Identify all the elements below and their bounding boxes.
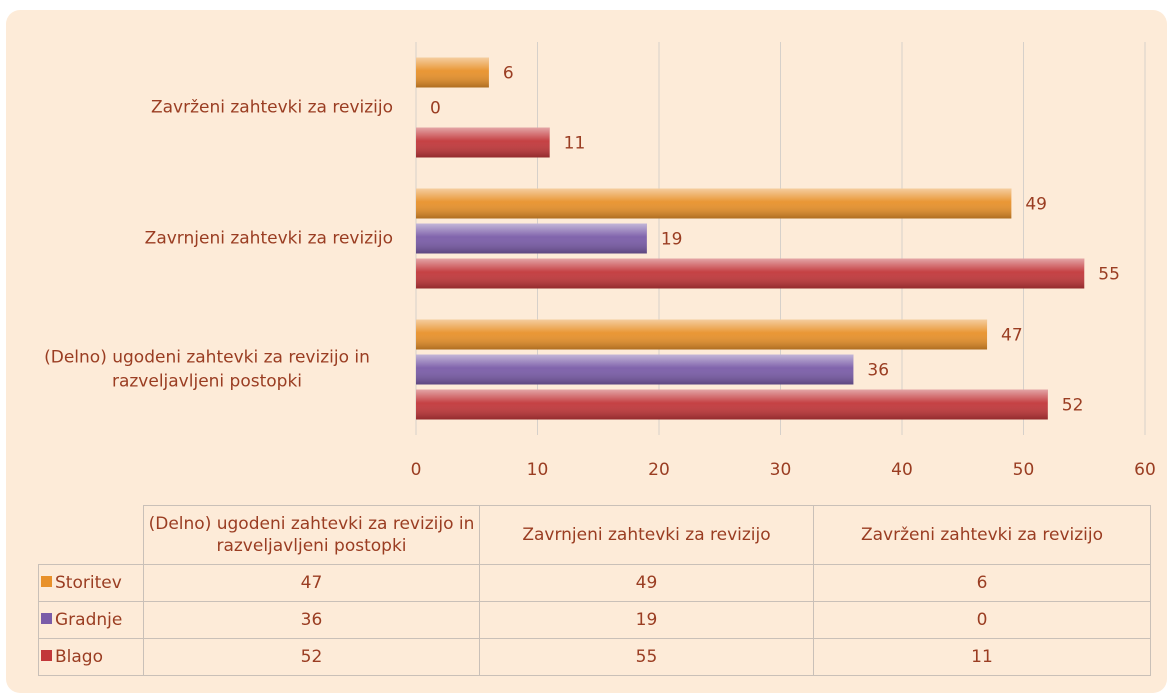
table-row: Storitev 47 49 6	[38, 564, 1151, 602]
category-label: Zavrnjeni zahtevki za revizijo	[145, 229, 393, 249]
table-header-row: (Delno) ugodeni zahtevki za revizijo in …	[38, 505, 1151, 565]
x-tick-label: 20	[648, 460, 670, 480]
bar-shine	[416, 258, 1085, 289]
category-label-line: razveljavljeni postopki	[112, 372, 302, 392]
bar-shine	[416, 389, 1048, 420]
x-tick-label: 40	[891, 460, 913, 480]
value-label: 11	[564, 134, 586, 154]
bar-shine	[416, 57, 489, 88]
bar-shine	[416, 319, 988, 350]
table-value: 19	[479, 601, 814, 639]
bar-shine	[416, 354, 854, 385]
bar-shine	[416, 127, 550, 158]
x-tick-label: 10	[527, 460, 549, 480]
x-tick-label: 0	[411, 460, 422, 480]
table-header: (Delno) ugodeni zahtevki za revizijo in …	[143, 505, 480, 565]
table-value: 49	[479, 564, 814, 602]
table-value: 6	[813, 564, 1151, 602]
legend-label: Blago	[55, 647, 103, 667]
data-table: (Delno) ugodeni zahtevki za revizijo in …	[38, 505, 1151, 676]
table-corner	[38, 505, 144, 565]
table-header: Zavrženi zahtevki za revizijo	[813, 505, 1151, 565]
legend-swatch	[41, 650, 52, 661]
x-tick-label: 60	[1134, 460, 1156, 480]
bar-shine	[416, 188, 1012, 219]
value-label: 19	[661, 230, 683, 250]
category-label-line: (Delno) ugodeni zahtevki za revizijo in	[44, 348, 370, 368]
legend-entry: Gradnje	[38, 601, 144, 639]
x-tick-label: 30	[770, 460, 792, 480]
table-value: 55	[479, 638, 814, 676]
table-value: 36	[143, 601, 480, 639]
table-value: 0	[813, 601, 1151, 639]
table-row: Blago 52 55 11	[38, 638, 1151, 676]
legend-label: Storitev	[55, 573, 122, 593]
bar-shine	[416, 223, 647, 254]
legend-label: Gradnje	[55, 610, 123, 630]
value-label: 0	[430, 99, 441, 119]
category-label: (Delno) ugodeni zahtevki za revizijo in r…	[44, 348, 370, 392]
value-label: 36	[867, 361, 889, 381]
table-header: Zavrnjeni zahtevki za revizijo	[479, 505, 814, 565]
value-label: 55	[1098, 265, 1120, 285]
value-label: 6	[503, 64, 514, 84]
value-label: 52	[1062, 396, 1084, 416]
legend-swatch	[41, 576, 52, 587]
x-tick-label: 50	[1013, 460, 1035, 480]
table-value: 52	[143, 638, 480, 676]
value-label: 49	[1025, 195, 1047, 215]
table-value: 47	[143, 564, 480, 602]
legend-swatch	[41, 613, 52, 624]
legend-entry: Blago	[38, 638, 144, 676]
table-row: Gradnje 36 19 0	[38, 601, 1151, 639]
value-label: 47	[1001, 326, 1023, 346]
category-label: Zavrženi zahtevki za revizijo	[151, 98, 393, 118]
table-value: 11	[813, 638, 1151, 676]
legend-entry: Storitev	[38, 564, 144, 602]
